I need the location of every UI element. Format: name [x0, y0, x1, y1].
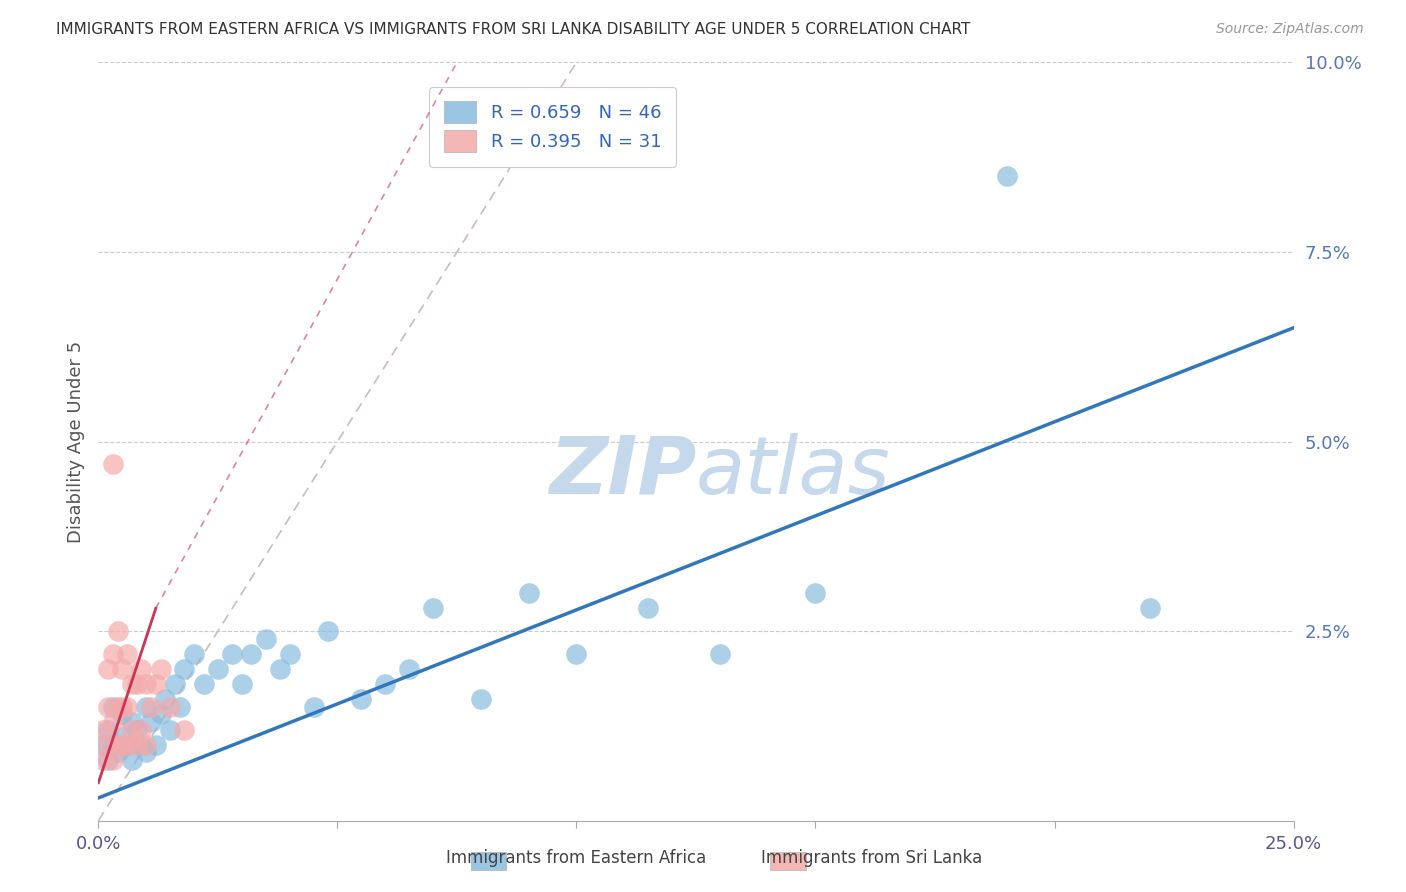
Point — [155, 692, 177, 706]
Point — [139, 715, 162, 730]
Point — [135, 677, 157, 691]
Point — [121, 715, 143, 730]
Point — [91, 753, 114, 767]
Point — [111, 730, 134, 744]
Point — [101, 738, 124, 752]
Point — [107, 746, 129, 760]
Point — [804, 586, 827, 600]
Point — [121, 753, 143, 767]
Point — [145, 738, 167, 752]
Point — [422, 601, 444, 615]
Point — [111, 738, 134, 752]
Point — [131, 662, 153, 676]
Point — [193, 677, 215, 691]
Point — [173, 662, 195, 676]
Point — [131, 723, 153, 737]
Point — [159, 699, 181, 714]
Point — [107, 699, 129, 714]
Point — [173, 723, 195, 737]
Point — [159, 723, 181, 737]
Point — [398, 662, 420, 676]
Text: atlas: atlas — [696, 433, 891, 511]
Point — [97, 662, 120, 676]
Point — [121, 723, 143, 737]
Point — [97, 723, 120, 737]
Point — [131, 738, 153, 752]
Point — [135, 746, 157, 760]
Point — [231, 677, 253, 691]
Point — [139, 699, 162, 714]
Point — [470, 692, 492, 706]
Point — [709, 647, 731, 661]
Point — [517, 586, 540, 600]
Point — [107, 624, 129, 639]
Point — [637, 601, 659, 615]
Y-axis label: Disability Age Under 5: Disability Age Under 5 — [66, 341, 84, 542]
Text: ZIP: ZIP — [548, 433, 696, 511]
Point — [350, 692, 373, 706]
Point — [374, 677, 396, 691]
Point — [107, 738, 129, 752]
Point — [125, 723, 148, 737]
Point — [97, 699, 120, 714]
Point — [135, 699, 157, 714]
Text: Immigrants from Eastern Africa: Immigrants from Eastern Africa — [446, 849, 707, 867]
Point — [995, 169, 1018, 184]
Point — [163, 677, 186, 691]
Point — [316, 624, 339, 639]
Point — [125, 677, 148, 691]
Point — [101, 753, 124, 767]
Point — [125, 738, 148, 752]
Point — [169, 699, 191, 714]
Point — [111, 699, 134, 714]
Point — [254, 632, 277, 646]
Point — [149, 707, 172, 722]
Point — [302, 699, 325, 714]
Text: Source: ZipAtlas.com: Source: ZipAtlas.com — [1216, 22, 1364, 37]
Point — [101, 458, 124, 472]
Point — [565, 647, 588, 661]
Point — [91, 738, 114, 752]
Point — [221, 647, 243, 661]
Point — [121, 677, 143, 691]
Point — [111, 707, 134, 722]
Point — [135, 738, 157, 752]
Legend: R = 0.659   N = 46, R = 0.395   N = 31: R = 0.659 N = 46, R = 0.395 N = 31 — [429, 87, 676, 167]
Point — [269, 662, 291, 676]
Text: IMMIGRANTS FROM EASTERN AFRICA VS IMMIGRANTS FROM SRI LANKA DISABILITY AGE UNDER: IMMIGRANTS FROM EASTERN AFRICA VS IMMIGR… — [56, 22, 970, 37]
Point — [278, 647, 301, 661]
Point — [240, 647, 263, 661]
Point — [91, 723, 114, 737]
Point — [207, 662, 229, 676]
Point — [115, 738, 138, 752]
Text: Immigrants from Sri Lanka: Immigrants from Sri Lanka — [761, 849, 983, 867]
Point — [101, 647, 124, 661]
Point — [115, 699, 138, 714]
Point — [101, 699, 124, 714]
Point — [97, 738, 120, 752]
Point — [115, 647, 138, 661]
Point — [115, 738, 138, 752]
Point — [111, 662, 134, 676]
Point — [149, 662, 172, 676]
Point — [101, 715, 124, 730]
Point — [145, 677, 167, 691]
Point — [183, 647, 205, 661]
Point — [1139, 601, 1161, 615]
Point — [97, 753, 120, 767]
